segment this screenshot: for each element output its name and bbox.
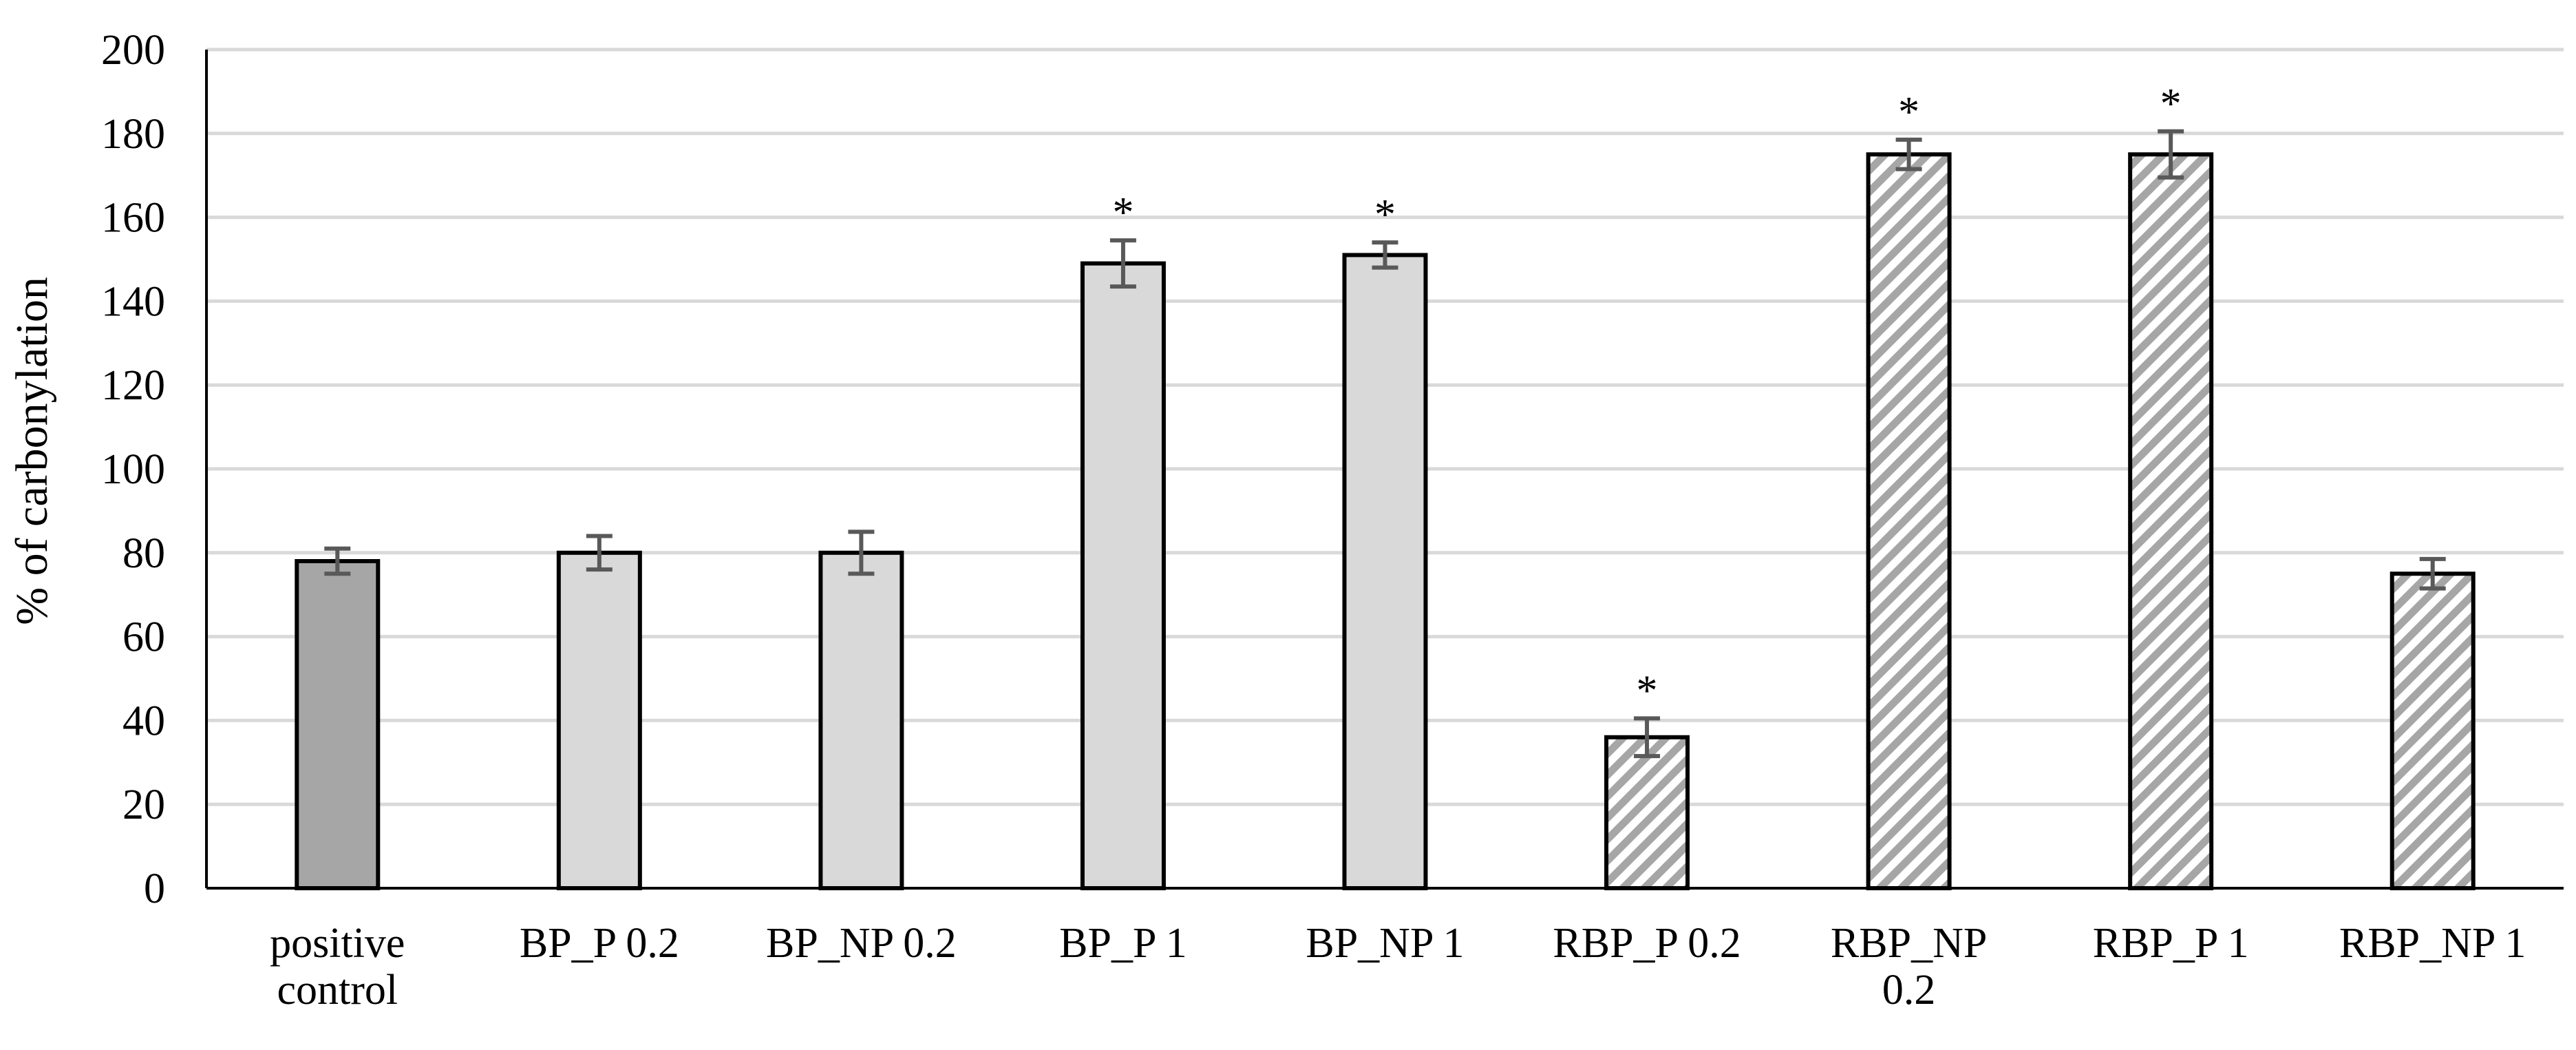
x-category-label: positive bbox=[270, 920, 405, 967]
significance-marker: * bbox=[1637, 667, 1658, 714]
y-tick-label: 200 bbox=[101, 27, 165, 74]
x-category-label: BP_P 1 bbox=[1059, 920, 1187, 967]
bar bbox=[2128, 152, 2214, 890]
y-tick-label: 80 bbox=[123, 530, 165, 577]
bar bbox=[556, 550, 642, 890]
x-category-label: RBP_P 1 bbox=[2093, 920, 2249, 967]
y-tick-label: 180 bbox=[101, 111, 165, 158]
x-category-label: 0.2 bbox=[1882, 967, 1936, 1014]
bar bbox=[2389, 571, 2476, 890]
labels: 0 20 40 60 80 100 120 140 160 180 200 positivecontr… bbox=[101, 27, 2526, 1014]
y-tick-label: 100 bbox=[101, 446, 165, 493]
significance-marker: * bbox=[1112, 189, 1133, 236]
bar bbox=[1080, 261, 1166, 890]
bar bbox=[295, 558, 381, 890]
x-category-label: BP_NP 1 bbox=[1306, 920, 1464, 967]
y-tick-label: 60 bbox=[123, 614, 165, 661]
significance-marker: * bbox=[2160, 81, 2182, 127]
axes bbox=[205, 50, 2564, 890]
y-tick-label: 140 bbox=[101, 278, 165, 325]
y-tick-label: 20 bbox=[123, 781, 165, 828]
error-bars bbox=[324, 129, 2446, 759]
significance-marker: * bbox=[1898, 89, 1919, 136]
y-tick-label: 120 bbox=[101, 362, 165, 409]
y-axis-title: % of carbonylation bbox=[7, 277, 57, 625]
bar bbox=[1604, 735, 1690, 891]
x-category-label: BP_NP 0.2 bbox=[766, 920, 957, 967]
x-category-label: RBP_NP 1 bbox=[2339, 920, 2526, 967]
x-category-label: RBP_NP bbox=[1831, 920, 1987, 967]
y-tick-label: 0 bbox=[144, 865, 165, 912]
bar bbox=[1866, 152, 1952, 890]
y-tick-label: 160 bbox=[101, 195, 165, 242]
bar bbox=[818, 550, 904, 890]
y-tick-label: 40 bbox=[123, 697, 165, 744]
x-category-label: control bbox=[277, 967, 398, 1014]
x-category-label: BP_P 0.2 bbox=[520, 920, 679, 967]
significance-marker: * bbox=[1374, 191, 1396, 238]
x-category-label: RBP_P 0.2 bbox=[1553, 920, 1741, 967]
bar bbox=[1342, 253, 1428, 891]
